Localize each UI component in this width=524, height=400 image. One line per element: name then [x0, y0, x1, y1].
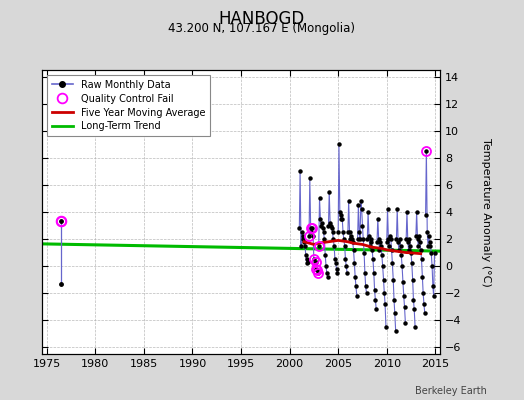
Text: 43.200 N, 107.167 E (Mongolia): 43.200 N, 107.167 E (Mongolia): [169, 22, 355, 35]
Text: HANBOGD: HANBOGD: [219, 10, 305, 28]
Legend: Raw Monthly Data, Quality Control Fail, Five Year Moving Average, Long-Term Tren: Raw Monthly Data, Quality Control Fail, …: [47, 75, 210, 136]
Y-axis label: Temperature Anomaly (°C): Temperature Anomaly (°C): [481, 138, 491, 286]
Text: Berkeley Earth: Berkeley Earth: [416, 386, 487, 396]
